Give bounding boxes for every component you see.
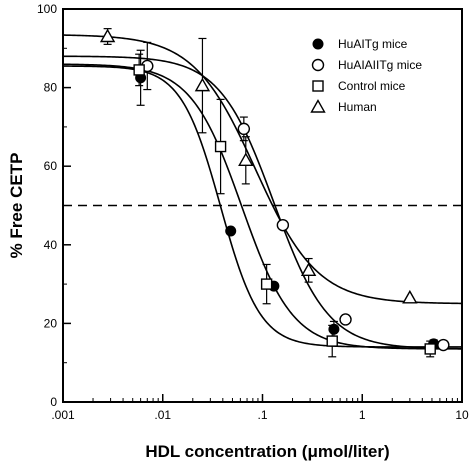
y-axis-title: % Free CETP [7,153,26,259]
y-tick-label: 60 [44,159,58,173]
data-point [260,278,273,290]
legend-label: HuAIAIITg mice [338,58,422,72]
data-point [194,77,211,92]
fit-curve [62,65,462,348]
data-point [276,218,290,232]
data-point [237,122,251,136]
data-point [300,262,317,277]
data-point [437,338,450,352]
y-tick-label: 40 [44,238,58,252]
x-tick-label: .1 [257,408,267,422]
data-point [339,313,352,326]
fit-curves [62,34,463,350]
x-tick-label: .01 [154,408,171,422]
data-point [99,28,116,43]
legend-marker [312,80,324,92]
data-point [225,225,237,237]
fit-curve [62,34,463,305]
x-tick-label: 1 [359,408,366,422]
y-tick-label: 0 [50,395,57,409]
y-tick-label: 80 [44,81,58,95]
legend-marker [312,38,324,50]
data-points [99,28,450,358]
legend-marker [310,99,326,113]
data-point [328,323,340,335]
legend: HuAITg mice HuAIAIITg mice Control mice Hum… [310,37,422,114]
data-point [238,152,254,167]
legend-label: Control mice [338,79,406,93]
x-axis-title: HDL concentration (μmol/liter) [145,442,389,461]
x-tick-label: .001 [51,408,75,422]
data-point [402,289,418,304]
legend-marker [311,58,325,72]
legend-label: HuAITg mice [338,37,408,51]
x-tick-label: 10 [455,408,469,422]
legend-label: Human [338,100,377,114]
fit-curve [62,55,463,350]
y-tick-label: 100 [37,2,57,16]
y-tick-label: 20 [44,316,58,330]
data-point [326,335,338,347]
data-point [424,343,436,355]
data-point [214,140,227,153]
data-point [133,64,145,76]
fit-curve [62,63,462,350]
